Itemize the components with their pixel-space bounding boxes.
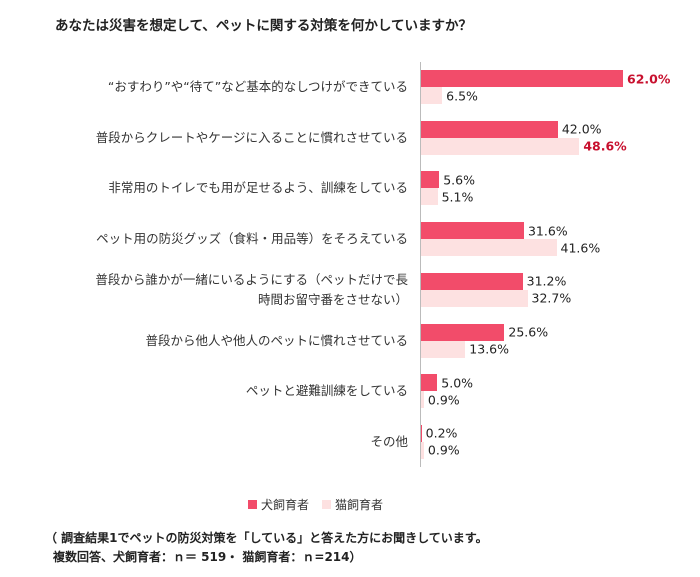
- value-label: 5.6%: [443, 172, 475, 188]
- legend-label: 猫飼育者: [335, 498, 384, 512]
- value-label: 62.0%: [627, 71, 671, 86]
- value-label: 31.2%: [526, 273, 567, 289]
- axis-line: [420, 62, 421, 467]
- bar: [421, 441, 424, 459]
- bar: [421, 70, 623, 87]
- value-label: 0.9%: [427, 442, 460, 458]
- value-label: 6.5%: [446, 88, 478, 103]
- category-label: “おすわり”や“待て”など基本的なしつけができている: [107, 79, 408, 94]
- category-label: 普段から他人や他人のペットに慣れさせている: [145, 332, 408, 348]
- bar: [421, 374, 438, 392]
- category-label: ペット用の防災グッズ（食料・用品等）をそろえている: [96, 231, 408, 247]
- bar: [421, 137, 580, 155]
- value-label: 31.6%: [527, 223, 568, 239]
- bar: [421, 188, 438, 206]
- value-label: 42.0%: [561, 121, 602, 137]
- bar: [421, 120, 558, 138]
- bar: [421, 424, 422, 442]
- bar: [421, 222, 524, 240]
- value-label: 0.2%: [425, 425, 458, 441]
- category-label: 普段から誰かが一緒にいるようにする（ペットだけで長時間お留守番をさせない）: [95, 271, 408, 307]
- category-label: 非常用のトイレでも用が足せるよう、訓練をしている: [108, 180, 408, 196]
- legend-label: 犬飼育者: [261, 498, 310, 512]
- bar: [421, 239, 557, 257]
- value-label: 48.6%: [583, 138, 627, 154]
- value-label: 5.1%: [441, 189, 474, 205]
- category-label: 普段からクレートやケージに入ることに慣れさせている: [95, 129, 408, 145]
- category-label: その他: [370, 433, 408, 449]
- legend-swatch: [322, 500, 331, 509]
- bar: [421, 171, 440, 189]
- bar: [421, 289, 528, 307]
- bar: [421, 391, 424, 409]
- category-label: ペットと避難訓練をしている: [245, 383, 408, 399]
- value-label: 41.6%: [560, 240, 601, 256]
- footnote: （ 調査結果1でペットの防災対策を「している」と答えた方にお聞きしています。: [45, 531, 488, 545]
- value-label: 0.9%: [427, 392, 460, 408]
- bar: [421, 87, 443, 104]
- value-label: 25.6%: [508, 324, 549, 340]
- chart-title: あなたは災害を想定して、ペットに関する対策を何かしていますか？: [55, 18, 473, 34]
- value-label: 13.6%: [469, 341, 510, 357]
- value-label: 5.0%: [441, 375, 474, 391]
- bar: [421, 323, 505, 341]
- bar: [421, 340, 466, 358]
- footnote: 複数回答、犬飼育者：ｎ＝ 519・ 猫飼育者：ｎ=214）: [53, 550, 362, 564]
- value-label: 32.7%: [531, 290, 572, 306]
- bar: [421, 272, 523, 290]
- legend-swatch: [248, 500, 257, 509]
